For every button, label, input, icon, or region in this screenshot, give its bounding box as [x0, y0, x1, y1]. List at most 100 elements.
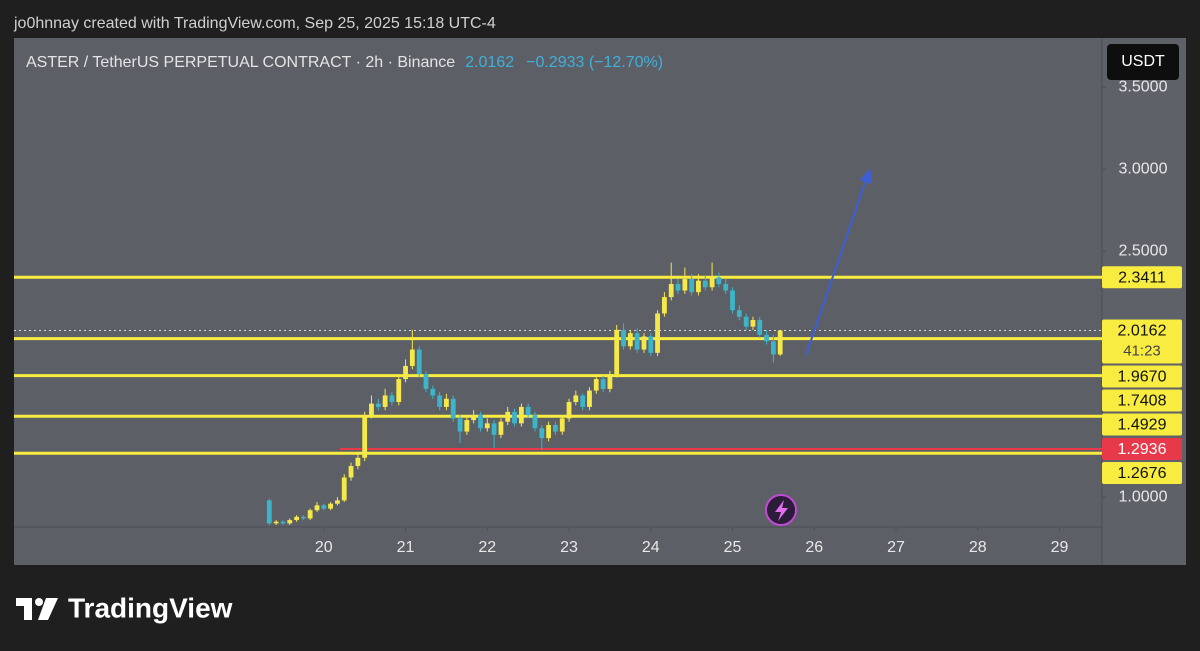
candle-body: [621, 329, 626, 347]
candle-body: [777, 330, 783, 355]
change-text: −0.2933 (−12.70%): [526, 54, 663, 71]
candle-body: [702, 280, 708, 288]
candle-body: [314, 505, 320, 511]
candle-body: [709, 277, 715, 288]
candle-body: [341, 477, 347, 501]
candle-body: [641, 336, 647, 350]
candle-body: [328, 503, 333, 509]
candle-body: [273, 521, 279, 524]
candle-body: [518, 406, 524, 424]
candle-body: [764, 334, 770, 342]
x-tick-label: 25: [724, 539, 742, 556]
candle-body: [689, 279, 695, 293]
price-axis: [1102, 38, 1186, 565]
logo-dot: [35, 598, 43, 606]
candle-body: [498, 421, 504, 435]
price-label: 1.9670: [1118, 369, 1167, 386]
candle-body: [573, 395, 579, 403]
candle-body: [580, 395, 586, 407]
candle-body: [600, 379, 606, 389]
candle-body: [464, 420, 470, 432]
candle-body: [457, 418, 463, 432]
candle-body: [484, 423, 490, 429]
x-tick-label: 20: [315, 539, 333, 556]
candle-body: [355, 457, 361, 466]
x-tick-label: 27: [887, 539, 905, 556]
currency-button[interactable]: [1107, 44, 1179, 80]
logo-mark: [38, 598, 58, 620]
candle-body: [730, 290, 735, 311]
price-label-box: [1102, 389, 1182, 412]
price-label-box: [1102, 413, 1182, 436]
candle-body: [450, 398, 456, 419]
plot: 20 21 22 23 24 25 26 27 28 29: [14, 86, 1106, 556]
price-labels: 1.0000 2.5000 3.0000 3.5000 2.3411 2.0162 41:2…: [1102, 78, 1182, 505]
price-label-box: [1102, 437, 1182, 460]
candle-body: [471, 415, 477, 421]
candle-body: [668, 283, 674, 298]
candle-body: [682, 279, 688, 291]
y-tick-label: 1.0000: [1119, 488, 1168, 505]
candle-body: [280, 521, 286, 524]
candle-body: [614, 329, 620, 375]
candle-body: [634, 333, 640, 350]
candle-body: [369, 403, 374, 416]
candle-body: [505, 411, 511, 422]
logo-mark: [16, 598, 32, 620]
candle-body: [662, 297, 667, 314]
currency-label: USDT: [1121, 53, 1165, 70]
candle-body: [409, 349, 415, 366]
candle-body: [716, 277, 722, 284]
x-tick-label: 28: [969, 539, 987, 556]
candle-body: [396, 379, 402, 403]
candle-body: [593, 379, 599, 391]
candle-body: [750, 320, 756, 327]
candle-body: [736, 310, 742, 317]
candle-body: [743, 316, 749, 327]
candle-body: [416, 349, 422, 375]
candle-body: [546, 424, 552, 439]
price-label: 2.3411: [1118, 269, 1166, 286]
x-tick-label: 26: [805, 539, 823, 556]
candle-body: [430, 388, 436, 396]
candle-body: [552, 424, 558, 432]
x-tick-label: 29: [1051, 539, 1069, 556]
candle-body: [375, 403, 381, 407]
candle-body: [512, 411, 517, 424]
x-tick-label: 23: [560, 539, 578, 556]
brand: TradingView: [68, 592, 233, 623]
price-label: 1.2676: [1118, 465, 1167, 482]
price-label: 2.0162: [1118, 323, 1167, 340]
arrow-head: [860, 168, 872, 184]
countdown: 41:23: [1123, 342, 1161, 359]
candle-body: [300, 516, 306, 519]
candle-body: [423, 374, 429, 389]
candle-body: [655, 313, 660, 353]
candle-body: [770, 341, 776, 355]
candle-body: [335, 500, 340, 504]
candle-body: [444, 398, 449, 407]
x-tick-label: 21: [397, 539, 415, 556]
candle-body: [757, 320, 763, 335]
price-label-box: [1102, 266, 1182, 289]
y-tick-label: 2.5000: [1119, 242, 1168, 259]
price-label: 1.7408: [1118, 393, 1167, 410]
x-tick-label: 24: [642, 539, 660, 556]
caption: jo0hnnay created with TradingView.com, S…: [13, 15, 496, 32]
candle-body: [539, 428, 545, 439]
logo: [16, 598, 58, 620]
candle-body: [723, 283, 729, 291]
candle-body: [362, 415, 368, 458]
last-price-text: 2.0162: [465, 54, 514, 71]
lightning: [775, 500, 788, 521]
candle-body: [403, 365, 408, 380]
candle-body: [607, 374, 613, 389]
candle-body: [532, 415, 538, 429]
candle-body: [491, 423, 497, 435]
candle-body: [648, 336, 654, 353]
candle-body: [382, 395, 388, 407]
candle-body: [696, 280, 701, 293]
candle-body: [266, 500, 272, 524]
candle-body: [287, 520, 293, 524]
